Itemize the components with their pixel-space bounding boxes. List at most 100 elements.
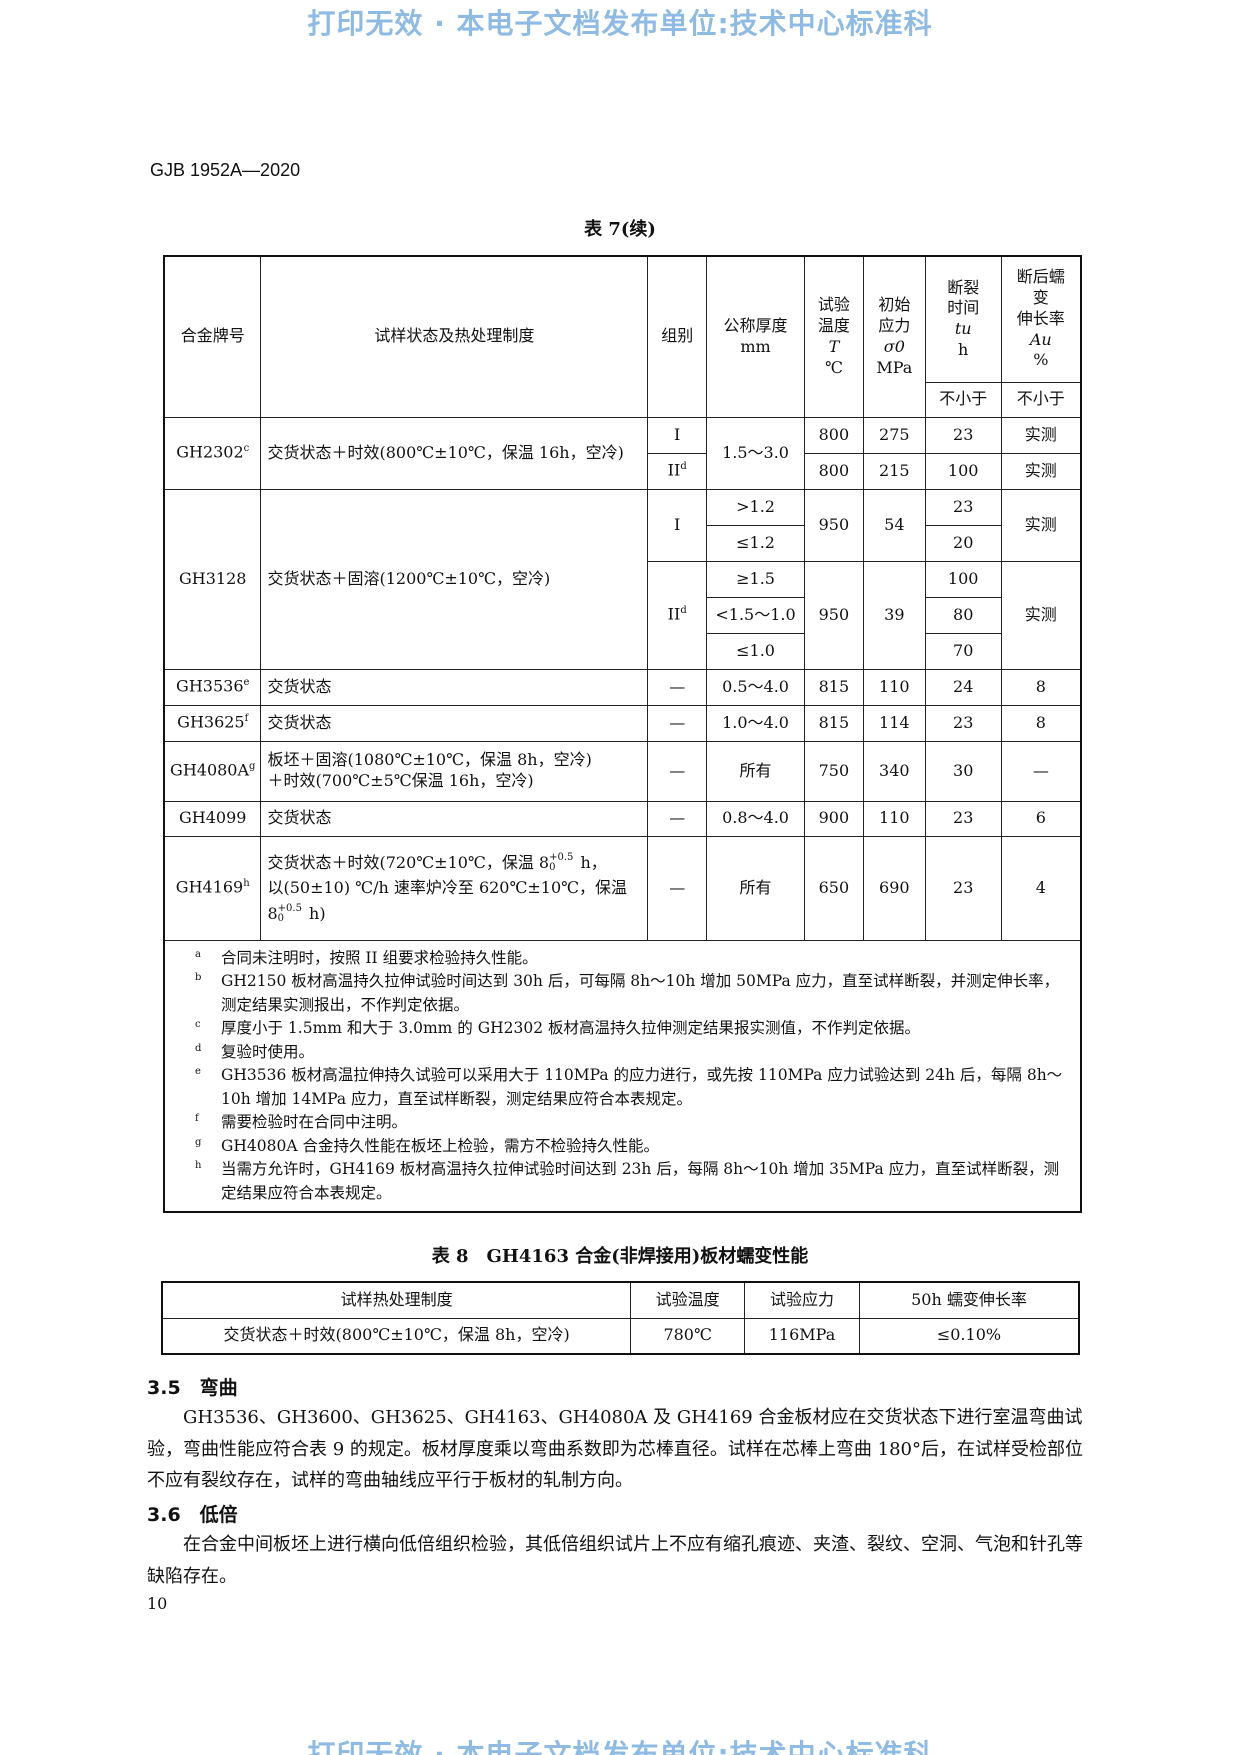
time-cell: 100 [924, 452, 1002, 490]
footnote: f 需要检验时在合同中注明。 [195, 1113, 408, 1131]
elong-cell: 6 [1000, 800, 1082, 837]
col-stress: 试验应力 [744, 1281, 860, 1319]
temp-cell: 900 [803, 800, 864, 837]
table-7: 合金牌号 试样状态及热处理制度 组别 公称厚度 mm 试验 温度 T ℃ 初始 应力 σ0 M… [163, 255, 1082, 1213]
col-temp: 试验 温度 T ℃ [803, 255, 864, 418]
table-header-row: 合金牌号 试样状态及热处理制度 组别 公称厚度 mm 试验 温度 T ℃ 初始 应力 σ0 M… [163, 255, 1082, 418]
not-less-than: 不小于 [1000, 381, 1082, 418]
treatment-cell: 交货状态 [260, 800, 649, 837]
time-cell: 23 [924, 800, 1002, 837]
stress-cell: 690 [862, 835, 926, 941]
footnotes: a 合同未注明时，按照 II 组要求检验持久性能。 b GH2150 板材高温持久拉… [163, 939, 1082, 1213]
alloy-cell: GH3128 [163, 488, 262, 670]
table-row: GH3536e 交货状态 — 0.5～4.0 815 110 24 8 [163, 668, 1082, 706]
table-row: GH4080Ag 板坯＋固溶(1080℃±10℃，保温 8h，空冷) ＋时效(70… [163, 740, 1082, 802]
time-cell: 23 [924, 835, 1002, 941]
time-cell: 23 [924, 488, 1002, 526]
temp-cell: 950 [803, 560, 864, 670]
temp-cell: 815 [803, 704, 864, 742]
not-less-than: 不小于 [924, 381, 1002, 418]
footnote: d 复验时使用。 [195, 1042, 315, 1061]
stress-cell: 110 [862, 800, 926, 837]
treatment-cell: 交货状态＋时效(800℃±10℃，保温 16h，空冷) [260, 416, 649, 490]
footnote: e GH3536 板材高温拉伸持久试验可以采用大于 110MPa 的应力进行，或先… [195, 1066, 1063, 1108]
elong-cell: ≤0.10% [858, 1317, 1080, 1355]
col-treatment: 试样热处理制度 [161, 1281, 632, 1319]
table-row: GH3128 交货状态＋固溶(1200℃±10℃，空冷) I >1.2 950 … [163, 488, 1082, 670]
table-header-row: 试样热处理制度 试验温度 试验应力 50h 蠕变伸长率 [161, 1281, 1080, 1319]
treatment-cell: 交货状态 [260, 704, 649, 742]
time-cell: 23 [924, 416, 1002, 454]
col-temp: 试验温度 [630, 1281, 746, 1319]
elong-cell: 8 [1000, 668, 1082, 706]
stress-cell: 54 [862, 488, 926, 562]
group-cell: — [647, 835, 708, 941]
table7-title: 表 7(续) [584, 219, 656, 240]
col-group: 组别 [647, 255, 708, 418]
treatment-cell: 板坯＋固溶(1080℃±10℃，保温 8h，空冷) ＋时效(700℃±5℃保温 1… [260, 740, 649, 802]
section-3-6-text: 在合金中间板坯上进行横向低倍组织检验，其低倍组织试片上不应有缩孔痕迹、夹渣、裂纹… [147, 1534, 1083, 1587]
thickness-cell: 1.0～4.0 [706, 704, 805, 742]
stress-cell: 116MPa [744, 1317, 860, 1355]
time-cell: 23 [924, 704, 1002, 742]
footnote: b GH2150 板材高温持久拉伸试验时间达到 30h 后，可每隔 8h～10h … [195, 972, 1060, 1014]
treatment-cell: 交货状态 [260, 668, 649, 706]
table-row: ≤1.0 70 [164, 632, 1081, 670]
col-alloy: 合金牌号 [163, 255, 262, 418]
temp-cell: 780℃ [630, 1317, 746, 1355]
temp-cell: 800 [803, 416, 864, 454]
thickness-cell: >1.2 [706, 488, 805, 526]
temp-cell: 750 [803, 740, 864, 802]
table-row: IId 800 215 100 实测 [164, 452, 1082, 490]
table-8: 试样热处理制度 试验温度 试验应力 50h 蠕变伸长率 交货状态＋时效(800℃… [161, 1281, 1080, 1355]
section-3-5-text: GH3536、GH3600、GH3625、GH4163、GH4080A 及 GH… [147, 1407, 1083, 1491]
footnote: a 合同未注明时，按照 II 组要求检验持久性能。 [195, 948, 538, 967]
stress-cell: 215 [862, 452, 926, 490]
elong-cell: 实测 [1000, 560, 1082, 670]
time-cell: 30 [924, 740, 1002, 802]
group-cell: I [647, 488, 708, 562]
watermark-bottom: 打印无效 · 本电子文档发布单位:技术中心标准科 [307, 1738, 933, 1755]
time-cell: 70 [924, 632, 1002, 670]
elong-cell: 实测 [1000, 452, 1082, 490]
stress-cell: 39 [862, 560, 926, 670]
temp-cell: 815 [803, 668, 864, 706]
treatment-cell: 交货状态＋时效(800℃±10℃，保温 8h，空冷) [161, 1317, 632, 1355]
watermark-top: 打印无效 · 本电子文档发布单位:技术中心标准科 [307, 7, 933, 40]
standard-number: GJB 1952A—2020 [150, 160, 301, 180]
time-cell: 100 [924, 560, 1002, 598]
table-row: GH4099 交货状态 — 0.8～4.0 900 110 23 6 [163, 800, 1082, 837]
alloy-cell: GH3536e [163, 668, 262, 706]
col-treatment: 试样状态及热处理制度 [260, 255, 649, 418]
group-cell: — [647, 668, 708, 706]
thickness-cell: 0.5～4.0 [706, 668, 805, 706]
time-cell: 80 [924, 596, 1002, 634]
elong-cell: 实测 [1000, 488, 1082, 562]
thickness-cell: ≥1.5 [706, 560, 805, 598]
thickness-cell: 0.8～4.0 [706, 800, 805, 837]
alloy-cell: GH4099 [163, 800, 262, 837]
stress-cell: 110 [862, 668, 926, 706]
table-row: 交货状态＋时效(800℃±10℃，保温 8h，空冷) 780℃ 116MPa ≤… [161, 1317, 1080, 1355]
alloy-cell: GH4169h [163, 835, 262, 941]
col-stress: 初始 应力 σ0 MPa [862, 255, 926, 418]
thickness-cell: 所有 [706, 835, 805, 941]
alloy-cell: GH3625f [163, 704, 262, 742]
footnotes-row: a 合同未注明时，按照 II 组要求检验持久性能。 b GH2150 板材高温持久拉… [163, 939, 1082, 1213]
alloy-cell: GH4080Ag [163, 740, 262, 802]
col-thickness: 公称厚度 mm [706, 255, 805, 418]
treatment-cell: 交货状态＋固溶(1200℃±10℃，空冷) [260, 488, 649, 670]
group-cell: I [647, 416, 708, 454]
footnote: g GH4080A 合金持久性能在板坯上检验，需方不检验持久性能。 [195, 1136, 659, 1155]
alloy-cell: GH2302c [163, 416, 262, 490]
elong-cell: — [1000, 740, 1082, 802]
footnote: c 厚度小于 1.5mm 和大于 3.0mm 的 GH2302 板材高温持久拉伸测… [195, 1019, 921, 1037]
group-cell: — [647, 704, 708, 742]
treatment-cell: 交货状态＋时效(720℃±10℃，保温 8 +0.5 0 h， 以(50±10) ℃… [260, 835, 649, 941]
group-cell: IId [647, 560, 708, 670]
thickness-cell: ≤1.0 [706, 632, 805, 670]
thickness-cell: ≤1.2 [706, 524, 805, 562]
stress-cell: 275 [862, 416, 926, 454]
section-3-5-heading: 3.5 弯曲 [147, 1377, 238, 1399]
